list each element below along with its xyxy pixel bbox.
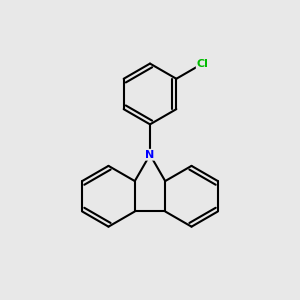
Text: Cl: Cl bbox=[197, 58, 208, 69]
Text: N: N bbox=[146, 150, 154, 160]
